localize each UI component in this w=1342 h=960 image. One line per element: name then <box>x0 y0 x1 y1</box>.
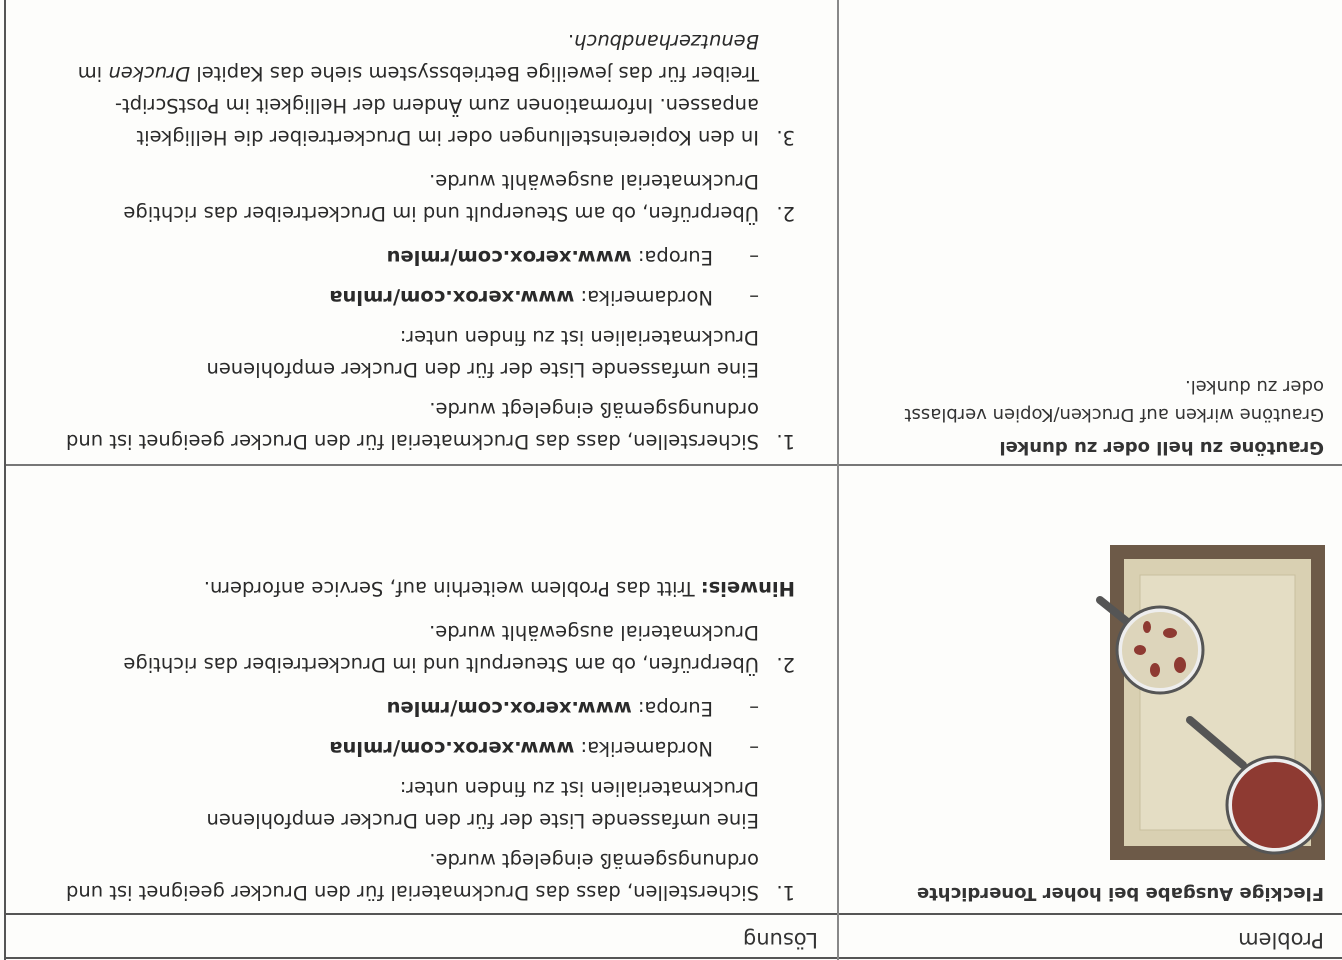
step-text: Sicherstellen, dass das Druckmaterial fü… <box>66 398 759 453</box>
link-item: – Europa: www.xerox.com/rmleu <box>55 692 759 724</box>
header-solution: Lösung <box>742 928 818 952</box>
step-number: 1. <box>776 430 795 453</box>
step-body: In den Kopiereinstellungen oder im Druck… <box>55 25 759 153</box>
problem-title: Fleckige Ausgabe bei hoher Tonerdichte <box>916 883 1324 904</box>
region: Nordamerika: <box>574 286 713 309</box>
header-divider <box>4 913 1342 915</box>
url: www.xerox.com/rmleu <box>386 246 632 269</box>
step-number: 1. <box>776 881 795 904</box>
row-divider <box>4 464 1342 466</box>
step: 2. Überprüfen, ob am Steuerpult und im Dr… <box>55 616 795 680</box>
bullet: – <box>749 737 759 760</box>
solution-list: 1. Sicherstellen, dass das Druckmaterial … <box>55 13 795 457</box>
step-body: Sicherstellen, dass das Druckmaterial fü… <box>55 241 759 457</box>
step-text: Überprüfen, ob am Steuerpult und im Druc… <box>123 170 759 225</box>
problem-title: Grautöne zu hell oder zu dunkel <box>999 437 1324 458</box>
note-text: Tritt das Problem weiterhin auf, Service… <box>203 577 701 600</box>
table-top-border <box>4 957 1342 959</box>
url: www.xerox.com/rmleu <box>386 697 632 720</box>
region: Europa: <box>631 697 713 720</box>
bullet: – <box>749 697 759 720</box>
step-number: 3. <box>776 126 795 149</box>
problem-text: Grautöne wirken auf Drucken/Kopien verbl… <box>904 376 1324 425</box>
header-problem: Problem <box>1238 928 1324 952</box>
bullet: – <box>749 286 759 309</box>
link-text: Nordamerika: www.xerox.com/rmlna <box>329 732 713 764</box>
step-body: Sicherstellen, dass das Druckmaterial fü… <box>55 692 759 908</box>
step: 1. Sicherstellen, dass das Druckmaterial … <box>55 241 795 457</box>
step-body: Überprüfen, ob am Steuerpult und im Druc… <box>55 616 759 680</box>
link-item: – Europa: www.xerox.com/rmleu <box>55 241 759 273</box>
text-run: Drucken <box>108 62 191 85</box>
text-run: In den Kopiereinstellungen oder im Druck… <box>115 62 759 149</box>
step-number: 2. <box>776 653 795 676</box>
step-text: In den Kopiereinstellungen oder im Druck… <box>55 25 759 153</box>
url: www.xerox.com/rmlna <box>329 286 575 309</box>
note-label: Hinweis: <box>700 577 795 600</box>
bullet: – <box>749 246 759 269</box>
link-text: Europa: www.xerox.com/rmleu <box>387 241 713 273</box>
solution-list: 1. Sicherstellen, dass das Druckmaterial … <box>55 572 795 908</box>
column-divider <box>837 0 839 960</box>
note: Hinweis: Tritt das Problem weiterhin auf… <box>55 572 795 604</box>
step-text: Sicherstellen, dass das Druckmaterial fü… <box>66 849 759 904</box>
text-run: . <box>567 30 575 53</box>
link-item: – Nordamerika: www.xerox.com/rmlna <box>55 281 759 313</box>
text-run: im <box>77 62 109 85</box>
link-text: Nordamerika: www.xerox.com/rmlna <box>329 281 713 313</box>
url: www.xerox.com/rmlna <box>329 737 575 760</box>
link-item: – Nordamerika: www.xerox.com/rmlna <box>55 732 759 764</box>
step-detail: Eine umfassende Liste der für den Drucke… <box>206 777 759 832</box>
step-body: Überprüfen, ob am Steuerpult und im Druc… <box>55 165 759 229</box>
text-run: Benutzerhandbuch <box>574 30 759 53</box>
step: 3. In den Kopiereinstellungen oder im Dru… <box>55 25 795 153</box>
step-detail: Eine umfassende Liste der für den Drucke… <box>206 326 759 381</box>
link-text: Europa: www.xerox.com/rmleu <box>387 692 713 724</box>
step-number: 2. <box>776 202 795 225</box>
step-text: Überprüfen, ob am Steuerpult und im Druc… <box>123 621 759 676</box>
table-right-border <box>4 0 6 960</box>
region: Europa: <box>631 246 713 269</box>
step: 2. Überprüfen, ob am Steuerpult und im Dr… <box>55 165 795 229</box>
step: 1. Sicherstellen, dass das Druckmaterial … <box>55 692 795 908</box>
problem-illustration <box>1096 545 1325 860</box>
region: Nordamerika: <box>574 737 713 760</box>
